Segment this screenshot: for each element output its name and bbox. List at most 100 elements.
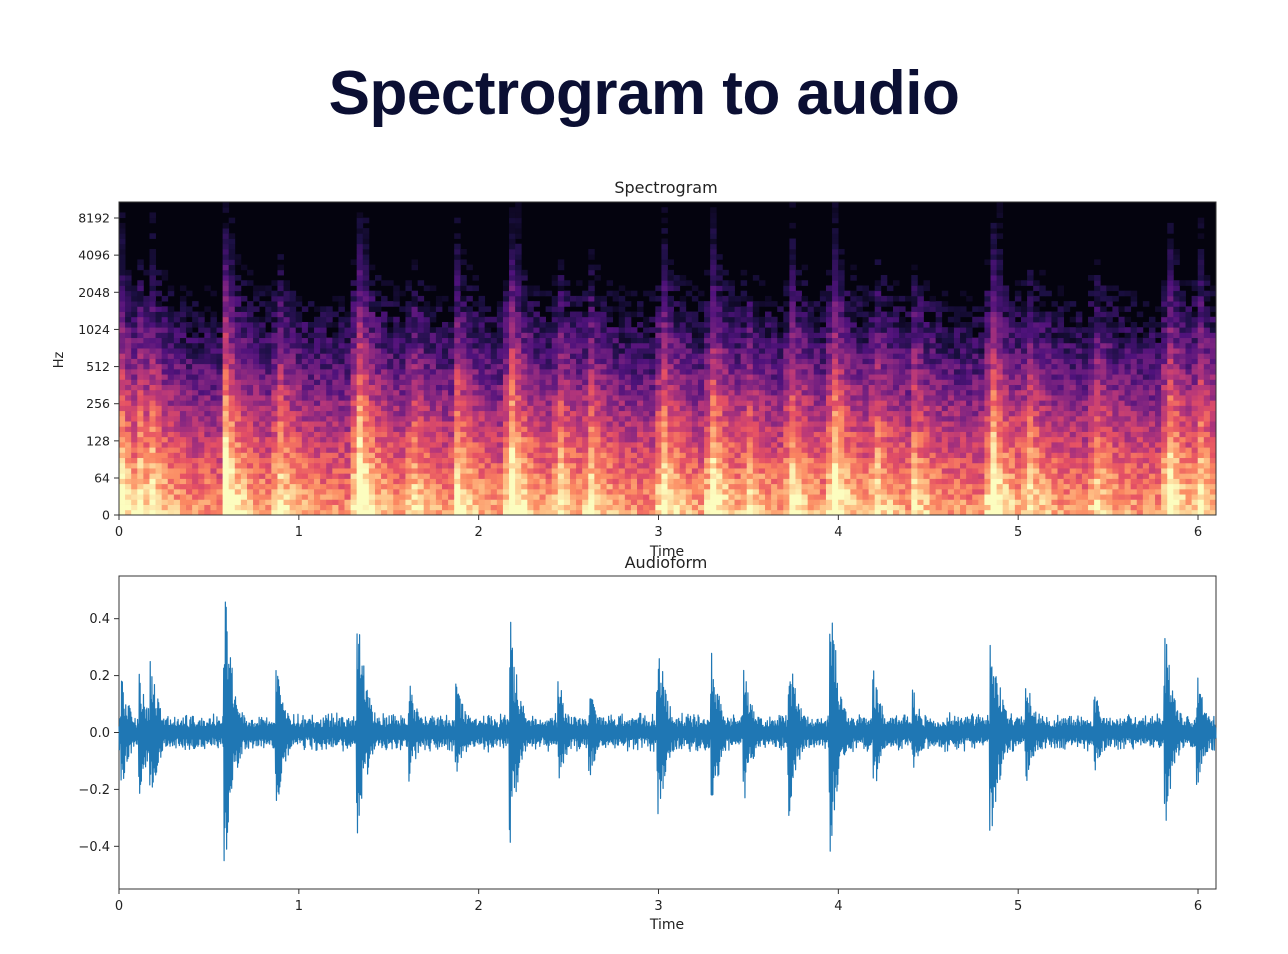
spectrogram-cell <box>746 415 754 422</box>
spectrogram-cell <box>222 431 230 438</box>
spectrogram-cell <box>783 462 790 469</box>
spectrogram-cell <box>655 405 662 412</box>
spectrogram-cell <box>423 316 431 323</box>
spectrogram-cell <box>527 290 534 297</box>
spectrogram-cell <box>253 462 260 469</box>
spectrogram-cell <box>356 462 364 469</box>
spectrogram-cell <box>624 348 632 354</box>
spectrogram-cell <box>259 504 266 511</box>
spectrogram-cell <box>411 509 419 516</box>
spectrogram-cell <box>667 280 674 286</box>
spectrogram-cell <box>161 395 169 401</box>
spectrogram-cell <box>490 374 498 380</box>
spectrogram-cell <box>716 290 723 297</box>
spectrogram-cell <box>161 478 169 485</box>
spectrogram-cell <box>551 358 559 365</box>
spectrogram-cell <box>429 441 437 448</box>
spectrogram-cell <box>289 431 297 438</box>
spectrogram-cell <box>362 321 370 328</box>
spectrogram-cell <box>807 499 815 505</box>
spectrogram-cell <box>307 447 315 453</box>
spectrogram-cell <box>173 379 181 385</box>
spectrogram-cell <box>783 321 790 328</box>
spectrogram-cell <box>643 290 650 297</box>
spectrogram-cell <box>344 316 351 323</box>
spectrogram-cell <box>515 483 522 490</box>
spectrogram-cell <box>356 415 364 422</box>
spectrogram-cell <box>119 275 126 281</box>
spectrogram-cell <box>125 457 132 464</box>
spectrogram-cell <box>685 280 693 286</box>
spectrogram-cell <box>173 405 181 412</box>
spectrogram-cell <box>472 436 479 443</box>
spectrogram-cell <box>204 395 211 401</box>
spectrogram-cell <box>539 400 547 406</box>
spectrogram-cell <box>381 478 388 485</box>
spectrogram-cell <box>795 483 802 490</box>
spectrogram-cell <box>167 400 175 406</box>
spectrogram-cell <box>515 306 522 312</box>
spectrogram-cell <box>338 436 345 443</box>
spectrogram-cell <box>539 389 547 396</box>
spectrogram-cell <box>618 436 626 443</box>
spectrogram-cell <box>435 327 443 333</box>
spectrogram-cell <box>228 415 236 422</box>
spectrogram-cell <box>204 368 211 375</box>
spectrogram-cell <box>569 368 577 375</box>
spectrogram-cell <box>771 363 778 370</box>
spectrogram-cell <box>387 384 394 391</box>
spectrogram-cell <box>496 488 504 495</box>
spectrogram-cell <box>265 499 272 505</box>
spectrogram-cell <box>374 468 382 474</box>
spectrogram-cell <box>277 384 284 391</box>
spectrogram-cell <box>344 462 351 469</box>
spectrogram-cell <box>716 301 723 307</box>
spectrogram-cell <box>752 509 760 516</box>
spectrogram-cell <box>186 462 193 469</box>
spectrogram-cell <box>411 483 419 490</box>
spectrogram-cell <box>527 389 534 396</box>
spectrogram-cell <box>405 301 412 307</box>
spectrogram-cell <box>478 483 486 490</box>
spectrogram-cell <box>509 280 516 286</box>
spectrogram-cell <box>630 504 638 511</box>
spectrogram-cell <box>551 426 559 432</box>
spectrogram-cell <box>740 321 748 328</box>
spectrogram-cell <box>740 290 748 297</box>
spectrogram-cell <box>374 395 382 401</box>
spectrogram-cell <box>137 264 144 271</box>
spectrogram-cell <box>204 447 211 453</box>
spectrogram-cell <box>326 337 333 344</box>
spectrogram-cell <box>399 478 406 485</box>
spectrogram-cell <box>716 285 723 292</box>
spectrogram-cell <box>374 478 382 485</box>
spectrogram-cell <box>685 389 693 396</box>
spectrogram-cell <box>454 311 461 318</box>
spectrogram-cell <box>326 358 333 365</box>
spectrogram-cell <box>356 478 364 485</box>
spectrogram-cell <box>149 499 156 505</box>
spectrogram-cell <box>119 368 126 375</box>
spectrogram-cell <box>594 295 601 302</box>
spectrogram-cell <box>393 363 400 370</box>
spectrogram-cell <box>734 421 742 427</box>
spectrogram-cell <box>490 363 498 370</box>
spectrogram-cell <box>582 473 589 479</box>
spectrogram-cell <box>448 368 455 375</box>
spectrogram-cell <box>271 327 278 333</box>
spectrogram-cell <box>777 368 784 375</box>
spectrogram-cell <box>161 368 169 375</box>
spectrogram-cell <box>192 384 199 391</box>
spectrogram-cell <box>338 426 345 432</box>
spectrogram-cell <box>356 275 364 281</box>
spectrogram-cell <box>167 468 175 474</box>
spectrogram-cell <box>679 462 687 469</box>
spectrogram-cell <box>734 509 742 516</box>
spectrogram-cell <box>509 342 516 349</box>
spectrogram-cell <box>240 452 248 459</box>
spectrogram-cell <box>423 285 431 292</box>
spectrogram-cell <box>490 358 498 365</box>
spectrogram-cell <box>350 368 358 375</box>
spectrogram-cell <box>332 494 339 500</box>
spectrogram-cell <box>119 509 126 516</box>
